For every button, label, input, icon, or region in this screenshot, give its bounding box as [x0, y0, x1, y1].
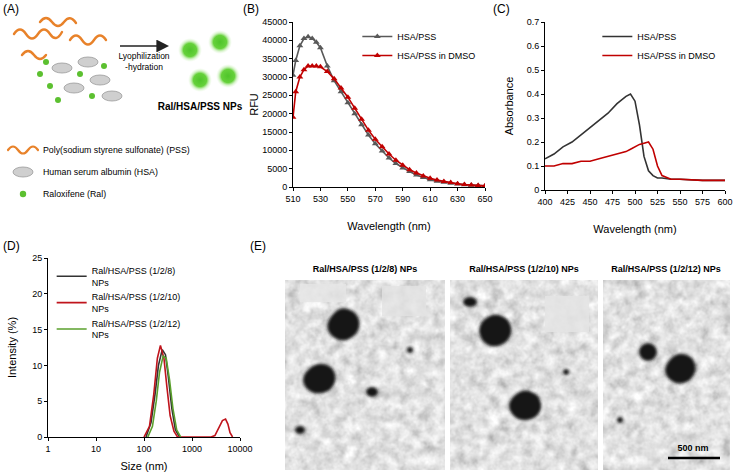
- svg-text:15000: 15000: [262, 127, 287, 137]
- svg-text:100: 100: [136, 444, 151, 454]
- svg-text:Ral/HSA/PSS (1/2/12)NPs: Ral/HSA/PSS (1/2/12)NPs: [92, 319, 181, 341]
- svg-text:590: 590: [395, 194, 410, 204]
- svg-text:Lyophilization: Lyophilization: [118, 51, 169, 61]
- svg-text:630: 630: [450, 194, 465, 204]
- svg-text:(D): (D): [3, 239, 20, 253]
- svg-text:525: 525: [650, 197, 665, 207]
- svg-text:0.7: 0.7: [527, 17, 540, 27]
- svg-text:20: 20: [32, 289, 42, 299]
- svg-text:510: 510: [285, 194, 300, 204]
- svg-text:Ral/HSA/PSS (1/2/12) NPs: Ral/HSA/PSS (1/2/12) NPs: [611, 264, 721, 274]
- svg-text:5000: 5000: [267, 164, 287, 174]
- svg-text:450: 450: [582, 197, 597, 207]
- svg-text:(E): (E): [250, 239, 266, 253]
- svg-text:Size (nm): Size (nm): [120, 460, 167, 472]
- svg-text:-hydration: -hydration: [125, 62, 163, 72]
- svg-text:570: 570: [368, 194, 383, 204]
- svg-text:HSA/PSS: HSA/PSS: [637, 32, 676, 42]
- svg-text:HSA/PSS: HSA/PSS: [397, 32, 436, 42]
- svg-text:Absorbance: Absorbance: [503, 77, 515, 136]
- svg-text:500 nm: 500 nm: [677, 443, 708, 453]
- svg-text:30000: 30000: [262, 72, 287, 82]
- svg-text:475: 475: [605, 197, 620, 207]
- svg-text:25: 25: [32, 253, 42, 263]
- svg-text:1: 1: [45, 444, 50, 454]
- svg-text:10000: 10000: [262, 145, 287, 155]
- svg-text:10: 10: [32, 361, 42, 371]
- svg-text:40000: 40000: [262, 35, 287, 45]
- svg-text:15: 15: [32, 325, 42, 335]
- svg-text:5: 5: [37, 396, 42, 406]
- svg-text:Wavelength (nm): Wavelength (nm): [347, 220, 430, 232]
- svg-text:0.5: 0.5: [527, 65, 540, 75]
- svg-text:650: 650: [477, 194, 492, 204]
- svg-text:35000: 35000: [262, 54, 287, 64]
- svg-text:575: 575: [695, 197, 710, 207]
- svg-text:0.1: 0.1: [527, 161, 540, 171]
- svg-text:(B): (B): [243, 2, 259, 16]
- svg-text:Ral/HSA/PSS (1/2/10)NPs: Ral/HSA/PSS (1/2/10)NPs: [92, 292, 181, 314]
- svg-text:0.4: 0.4: [527, 89, 540, 99]
- svg-text:Ral/HSA/PSS NPs: Ral/HSA/PSS NPs: [158, 101, 243, 112]
- svg-text:Ral/HSA/PSS (1/2/10) NPs: Ral/HSA/PSS (1/2/10) NPs: [469, 264, 579, 274]
- svg-text:0.6: 0.6: [527, 41, 540, 51]
- svg-text:550: 550: [672, 197, 687, 207]
- svg-text:HSA/PSS in DMSO: HSA/PSS in DMSO: [397, 51, 475, 61]
- svg-text:550: 550: [340, 194, 355, 204]
- svg-text:530: 530: [313, 194, 328, 204]
- svg-text:600: 600: [717, 197, 732, 207]
- svg-text:0: 0: [282, 182, 287, 192]
- svg-text:0: 0: [37, 432, 42, 442]
- svg-text:10: 10: [91, 444, 101, 454]
- svg-text:425: 425: [560, 197, 575, 207]
- svg-text:Human serum albumin (HSA): Human serum albumin (HSA): [43, 167, 158, 177]
- svg-text:Ral/HSA/PSS (1/2/8)NPs: Ral/HSA/PSS (1/2/8)NPs: [92, 266, 176, 288]
- svg-text:Raloxifene (Ral): Raloxifene (Ral): [43, 189, 106, 199]
- svg-text:0.3: 0.3: [527, 113, 540, 123]
- svg-text:10000: 10000: [227, 444, 252, 454]
- svg-text:HSA/PSS in DMSO: HSA/PSS in DMSO: [637, 51, 715, 61]
- svg-text:45000: 45000: [262, 17, 287, 27]
- svg-text:500: 500: [627, 197, 642, 207]
- svg-text:400: 400: [537, 197, 552, 207]
- svg-text:Intensity (%): Intensity (%): [6, 317, 18, 378]
- svg-text:25000: 25000: [262, 90, 287, 100]
- svg-text:1000: 1000: [182, 444, 202, 454]
- svg-text:610: 610: [423, 194, 438, 204]
- svg-text:Wavelength (nm): Wavelength (nm): [593, 223, 676, 235]
- svg-text:0.2: 0.2: [527, 137, 540, 147]
- svg-text:Poly(sodium styrene sulfonate): Poly(sodium styrene sulfonate) (PSS): [43, 145, 190, 155]
- svg-text:(C): (C): [493, 2, 510, 16]
- svg-text:20000: 20000: [262, 109, 287, 119]
- svg-text:RFU: RFU: [248, 93, 260, 116]
- svg-text:Ral/HSA/PSS (1/2/8) NPs: Ral/HSA/PSS (1/2/8) NPs: [313, 264, 418, 274]
- svg-text:(A): (A): [3, 2, 19, 16]
- svg-text:0: 0: [534, 185, 539, 195]
